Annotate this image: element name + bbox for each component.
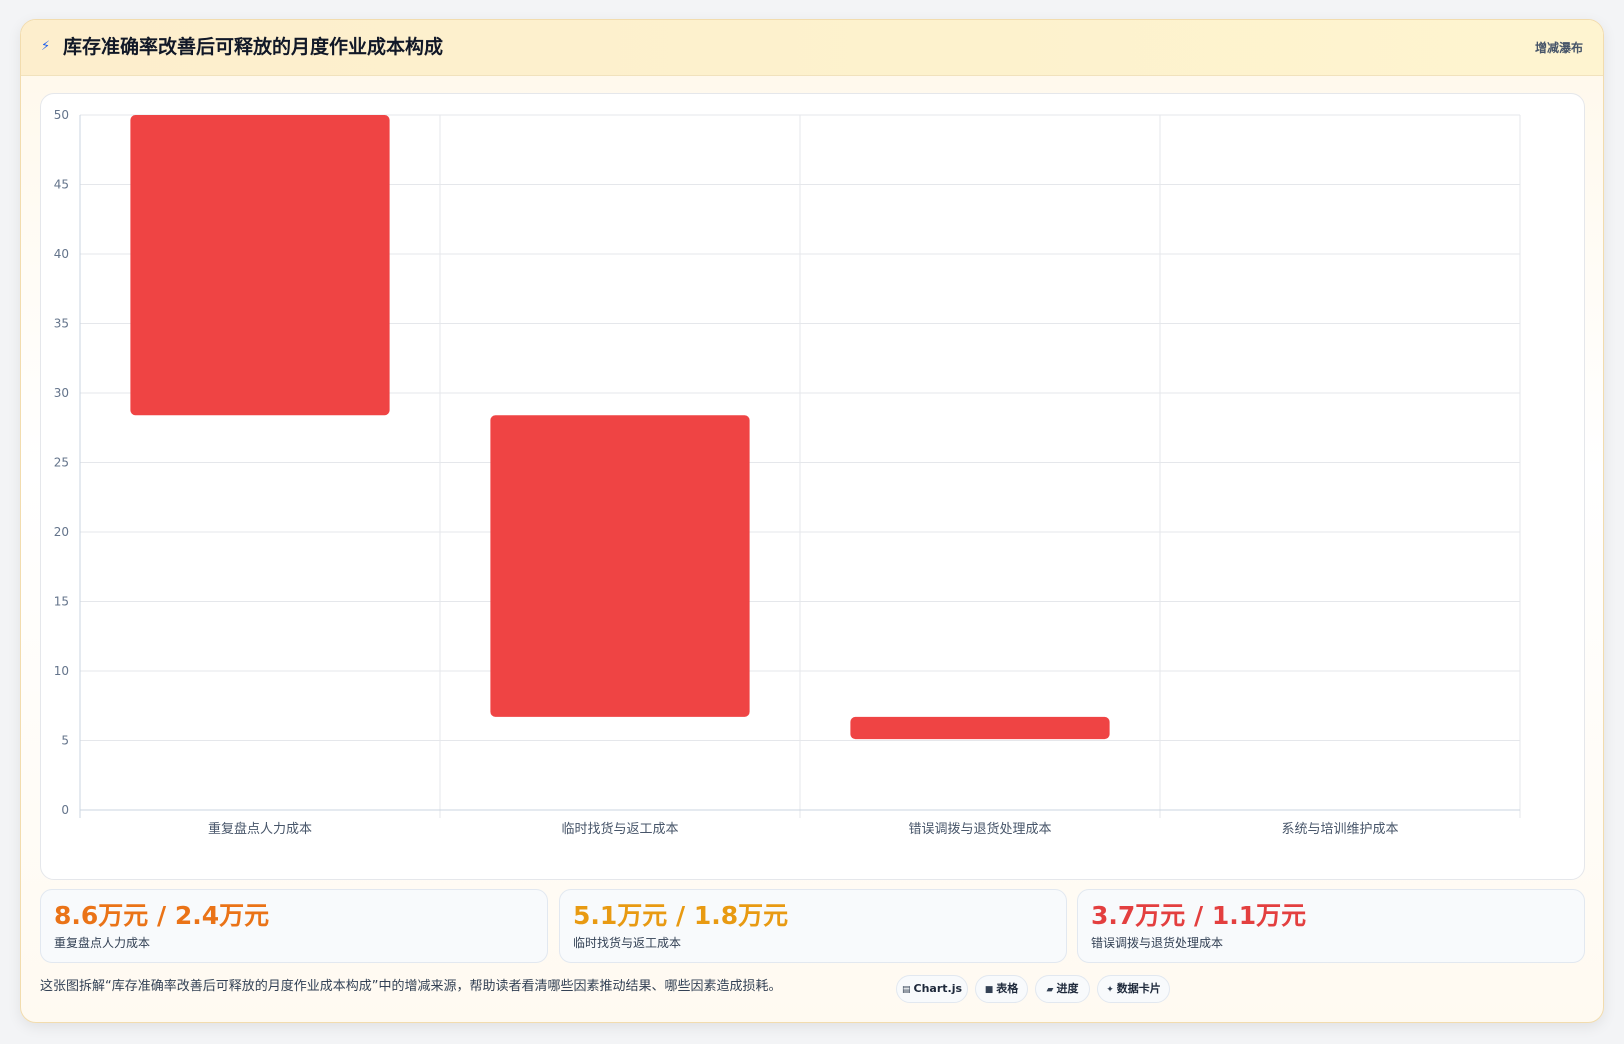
lightning-icon: ⚡	[41, 39, 51, 54]
y-tick-label: 10	[54, 664, 69, 678]
stat-label: 错误调拨与退货处理成本	[1091, 936, 1224, 950]
y-tick-label: 30	[54, 386, 69, 400]
bar-1	[490, 415, 750, 717]
y-tick-label: 50	[54, 108, 69, 122]
stat-card-1: 5.1万元 / 1.8万元 临时找货与返工成本	[559, 889, 1067, 963]
y-tick-label: 5	[61, 734, 69, 748]
pill-label: 数据卡片	[1116, 982, 1161, 995]
x-tick-label: 系统与培训维护成本	[1281, 821, 1398, 837]
pill-datacard[interactable]: ✦ 数据卡片	[1097, 975, 1170, 1003]
x-tick-label: 重复盘点人力成本	[208, 821, 312, 837]
chart-card: ⚡ 库存准确率改善后可释放的月度作业成本构成 增减瀑布 0 5 10 15 20 25 30…	[20, 19, 1604, 1023]
stat-value: 3.7万元 / 1.1万元	[1091, 901, 1307, 930]
y-tick-label: 45	[54, 178, 69, 192]
page-title: 库存准确率改善后可释放的月度作业成本构成	[63, 36, 444, 58]
table-icon: ■	[984, 985, 994, 995]
pill-label: 进度	[1056, 982, 1079, 995]
progress-icon: ▰	[1046, 985, 1054, 995]
x-tick-label: 错误调拨与退货处理成本	[908, 821, 1051, 837]
chart-container: 0 5 10 15 20 25 30 35 40 45 50 重复盘点人力成本 临时找货与返工成本 错误调…	[40, 93, 1585, 880]
stat-value: 8.6万元 / 2.4万元	[54, 901, 270, 930]
y-tick-label: 25	[54, 456, 69, 470]
x-tick-label: 临时找货与返工成本	[561, 821, 678, 837]
stat-label: 临时找货与返工成本	[573, 936, 682, 950]
sparkle-icon: ✦	[1106, 985, 1114, 995]
pill-chartjs[interactable]: ▤ Chart.js	[896, 975, 968, 1003]
y-tick-label: 0	[61, 803, 69, 817]
waterfall-chart: 0 5 10 15 20 25 30 35 40 45 50 重复盘点人力成本 临时找货与返工成本 错误调…	[54, 108, 1521, 837]
y-tick-label: 40	[54, 247, 69, 261]
card-header: ⚡ 库存准确率改善后可释放的月度作业成本构成 增减瀑布	[21, 20, 1603, 76]
stat-card-2: 3.7万元 / 1.1万元 错误调拨与退货处理成本	[1077, 889, 1585, 963]
y-tick-label: 35	[54, 317, 69, 331]
chart-caption: 这张图拆解“库存准确率改善后可释放的月度作业成本构成”中的增减来源，帮助读者看清…	[40, 979, 782, 994]
chart-type-tag: 增减瀑布	[1534, 41, 1583, 55]
bar-2	[850, 716, 1110, 740]
pill-progress[interactable]: ▰ 进度	[1035, 975, 1090, 1003]
pill-label: Chart.js	[913, 982, 963, 995]
y-tick-label: 15	[54, 595, 69, 609]
bar-0	[130, 115, 390, 416]
pill-table[interactable]: ■ 表格	[975, 975, 1028, 1003]
stat-value: 5.1万元 / 1.8万元	[573, 901, 789, 930]
stat-card-0: 8.6万元 / 2.4万元 重复盘点人力成本	[40, 889, 548, 963]
stat-label: 重复盘点人力成本	[54, 936, 151, 950]
chart-icon: ▤	[901, 985, 911, 995]
pill-label: 表格	[996, 982, 1019, 995]
y-tick-label: 20	[54, 525, 69, 539]
